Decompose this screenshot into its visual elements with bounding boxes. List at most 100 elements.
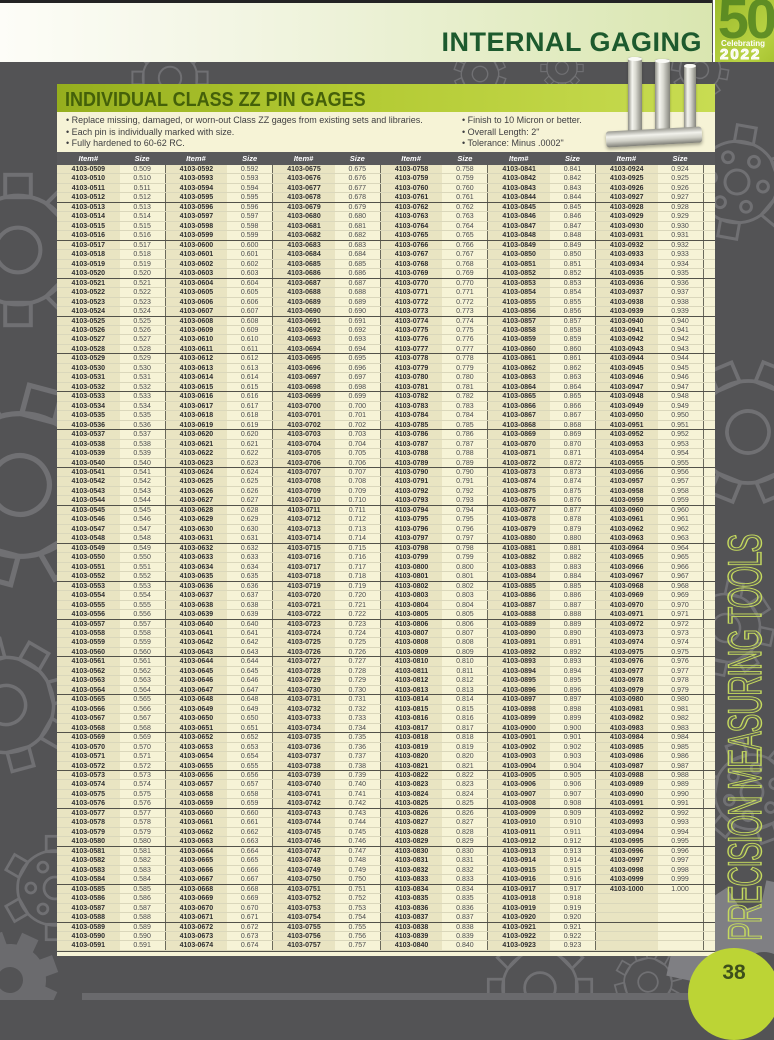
size-cell: 0.622 bbox=[227, 449, 273, 458]
row-filler bbox=[702, 771, 716, 780]
item-number-cell: 4103-0879 bbox=[487, 524, 550, 534]
table-row: 4103-0578 0.578 4103-0661 0.661 4103-0744 0.7… bbox=[57, 818, 716, 828]
row-filler bbox=[702, 202, 716, 212]
item-number-cell: 4103-0732 bbox=[272, 704, 335, 714]
item-number-cell: 4103-0901 bbox=[487, 733, 550, 742]
size-cell: 0.957 bbox=[657, 477, 703, 486]
size-cell: 0.805 bbox=[442, 610, 488, 619]
size-cell: 0.695 bbox=[334, 354, 380, 363]
size-cell: 0.531 bbox=[119, 373, 165, 382]
item-number-cell: 4103-0533 bbox=[57, 392, 120, 401]
row-filler bbox=[702, 288, 716, 297]
size-cell: 0.599 bbox=[227, 231, 273, 240]
section-header-bar: INDIVIDUAL CLASS ZZ PIN GAGES bbox=[57, 84, 715, 112]
row-filler bbox=[702, 666, 716, 676]
row-filler bbox=[702, 420, 716, 430]
item-number-cell: 4103-0928 bbox=[594, 202, 658, 212]
item-number-cell: 4103-0609 bbox=[164, 325, 228, 335]
size-cell: 0.927 bbox=[657, 193, 703, 202]
item-number-cell: 4103-0652 bbox=[164, 733, 228, 742]
table-row: 4103-0589 0.589 4103-0672 0.672 4103-0755 0.7… bbox=[57, 922, 716, 932]
header-filler bbox=[703, 152, 716, 165]
size-cell: 0.571 bbox=[119, 752, 165, 761]
item-number-cell: 4103-0895 bbox=[487, 676, 550, 685]
size-cell: 0.802 bbox=[442, 581, 488, 591]
size-cell: 0.985 bbox=[657, 742, 703, 752]
item-number-cell: 4103-0519 bbox=[57, 259, 120, 269]
size-cell: 0.611 bbox=[227, 344, 273, 354]
table-row: 4103-0538 0.538 4103-0621 0.621 4103-0704 0.7… bbox=[57, 439, 716, 450]
size-cell: 0.816 bbox=[442, 714, 488, 723]
size-cell: 0.824 bbox=[442, 789, 488, 799]
size-cell: 0.986 bbox=[657, 752, 703, 761]
size-cell: 0.668 bbox=[227, 884, 273, 894]
size-cell: 0.657 bbox=[227, 780, 273, 789]
size-cell: 0.778 bbox=[442, 354, 488, 363]
size-cell: 0.883 bbox=[549, 562, 595, 572]
item-number-cell: 4103-0596 bbox=[164, 202, 228, 212]
size-cell: 0.994 bbox=[657, 827, 703, 837]
table-row: 4103-0531 0.531 4103-0614 0.614 4103-0697 0.6… bbox=[57, 373, 716, 383]
item-number-cell: 4103-0605 bbox=[164, 288, 228, 297]
table-row: 4103-0518 0.518 4103-0601 0.601 4103-0684 0.6… bbox=[57, 250, 716, 260]
item-number-cell: 4103-0908 bbox=[487, 799, 550, 808]
item-number-cell: 4103-0651 bbox=[164, 723, 228, 733]
item-number-cell: 4103-0588 bbox=[57, 913, 120, 922]
size-cell: 0.676 bbox=[334, 174, 380, 183]
item-number-cell: 4103-0512 bbox=[57, 193, 120, 202]
size-cell: 0.542 bbox=[119, 477, 165, 486]
item-number-cell: 4103-0789 bbox=[379, 458, 443, 467]
size-cell: 0.641 bbox=[227, 628, 273, 638]
item-number-cell: 4103-0538 bbox=[57, 439, 120, 449]
size-cell: 0.891 bbox=[549, 638, 595, 647]
item-number-cell: 4103-0582 bbox=[57, 856, 120, 865]
item-number-cell: 4103-0808 bbox=[379, 638, 443, 647]
table-row: 4103-0572 0.572 4103-0655 0.655 4103-0738 0.7… bbox=[57, 761, 716, 771]
size-cell: 0.521 bbox=[119, 278, 165, 288]
size-cell: 0.691 bbox=[334, 316, 380, 325]
size-cell: 0.648 bbox=[227, 695, 273, 704]
item-number-cell: 4103-0815 bbox=[379, 704, 443, 714]
item-number-cell: 4103-0584 bbox=[57, 875, 120, 884]
size-cell: 0.806 bbox=[442, 619, 488, 628]
item-number-cell: 4103-0994 bbox=[594, 827, 658, 837]
badge-year-label: 2022 bbox=[719, 46, 762, 63]
column-header: Item# bbox=[616, 154, 637, 163]
size-cell: 0.750 bbox=[334, 875, 380, 884]
size-cell: 0.761 bbox=[442, 193, 488, 202]
item-number-cell: 4103-0969 bbox=[594, 591, 658, 600]
size-cell: 0.642 bbox=[227, 638, 273, 647]
item-number-cell: 4103-0890 bbox=[487, 628, 550, 638]
size-cell: 0.694 bbox=[334, 344, 380, 354]
table-row: 4103-0571 0.571 4103-0654 0.654 4103-0737 0.7… bbox=[57, 752, 716, 762]
item-number-cell: 4103-0758 bbox=[379, 165, 443, 174]
row-filler bbox=[702, 221, 716, 231]
size-cell: 0.762 bbox=[442, 202, 488, 212]
size-cell: 0.753 bbox=[334, 903, 380, 913]
row-filler bbox=[702, 477, 716, 486]
table-row: 4103-0528 0.528 4103-0611 0.611 4103-0694 0.6… bbox=[57, 344, 716, 355]
item-number-cell: 4103-0663 bbox=[164, 837, 228, 846]
size-cell: 0.685 bbox=[334, 259, 380, 269]
size-cell: 0.582 bbox=[119, 856, 165, 865]
size-cell: 0.884 bbox=[549, 572, 595, 581]
size-cell: 0.964 bbox=[657, 543, 703, 553]
size-cell: 0.579 bbox=[119, 827, 165, 837]
item-number-cell: 4103-0697 bbox=[272, 373, 335, 382]
table-row: 4103-0556 0.556 4103-0639 0.639 4103-0722 0.7… bbox=[57, 610, 716, 620]
size-cell: 0.743 bbox=[334, 808, 380, 818]
size-cell: 0.736 bbox=[334, 742, 380, 752]
size-cell: 0.970 bbox=[657, 600, 703, 610]
size-cell: 0.760 bbox=[442, 183, 488, 193]
item-number-cell: 4103-0530 bbox=[57, 363, 120, 373]
item-number-cell: 4103-0541 bbox=[57, 468, 120, 477]
item-number-cell: 4103-0598 bbox=[164, 221, 228, 231]
size-cell: 0.935 bbox=[657, 269, 703, 278]
row-filler bbox=[702, 600, 716, 610]
size-cell: 0.978 bbox=[657, 676, 703, 685]
item-number-cell: 4103-0606 bbox=[164, 297, 228, 307]
item-number-cell: 4103-0593 bbox=[164, 174, 228, 183]
row-filler bbox=[702, 449, 716, 458]
item-number-cell: 4103-1000 bbox=[594, 884, 658, 894]
table-row: 4103-0542 0.542 4103-0625 0.625 4103-0708 0.7… bbox=[57, 477, 716, 487]
